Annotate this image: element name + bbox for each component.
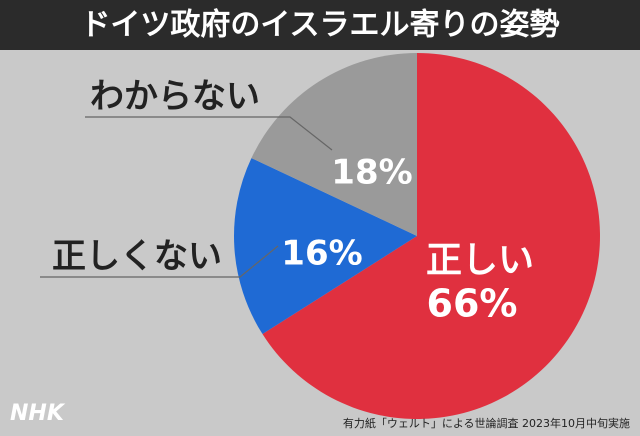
value-label: 18% xyxy=(331,153,412,193)
leader-line xyxy=(40,245,279,278)
slice-label: 正しくない xyxy=(52,237,222,277)
pie-slice xyxy=(233,158,417,335)
logo: NHK xyxy=(10,401,66,426)
source-note: 有力紙「ウェルト」による世論調査 2023年10月中旬実施 xyxy=(343,416,630,430)
pie-slice xyxy=(251,53,417,236)
leader-line xyxy=(85,116,333,151)
chart-title: ドイツ政府のイスラエル寄りの姿勢 xyxy=(80,8,559,43)
slice-label: 正しい xyxy=(426,240,534,281)
slice-label: わからない xyxy=(90,77,260,117)
title-bar xyxy=(0,0,640,50)
pie-slice xyxy=(262,53,600,420)
value-label: 66% xyxy=(427,282,518,326)
value-label: 16% xyxy=(281,234,362,274)
